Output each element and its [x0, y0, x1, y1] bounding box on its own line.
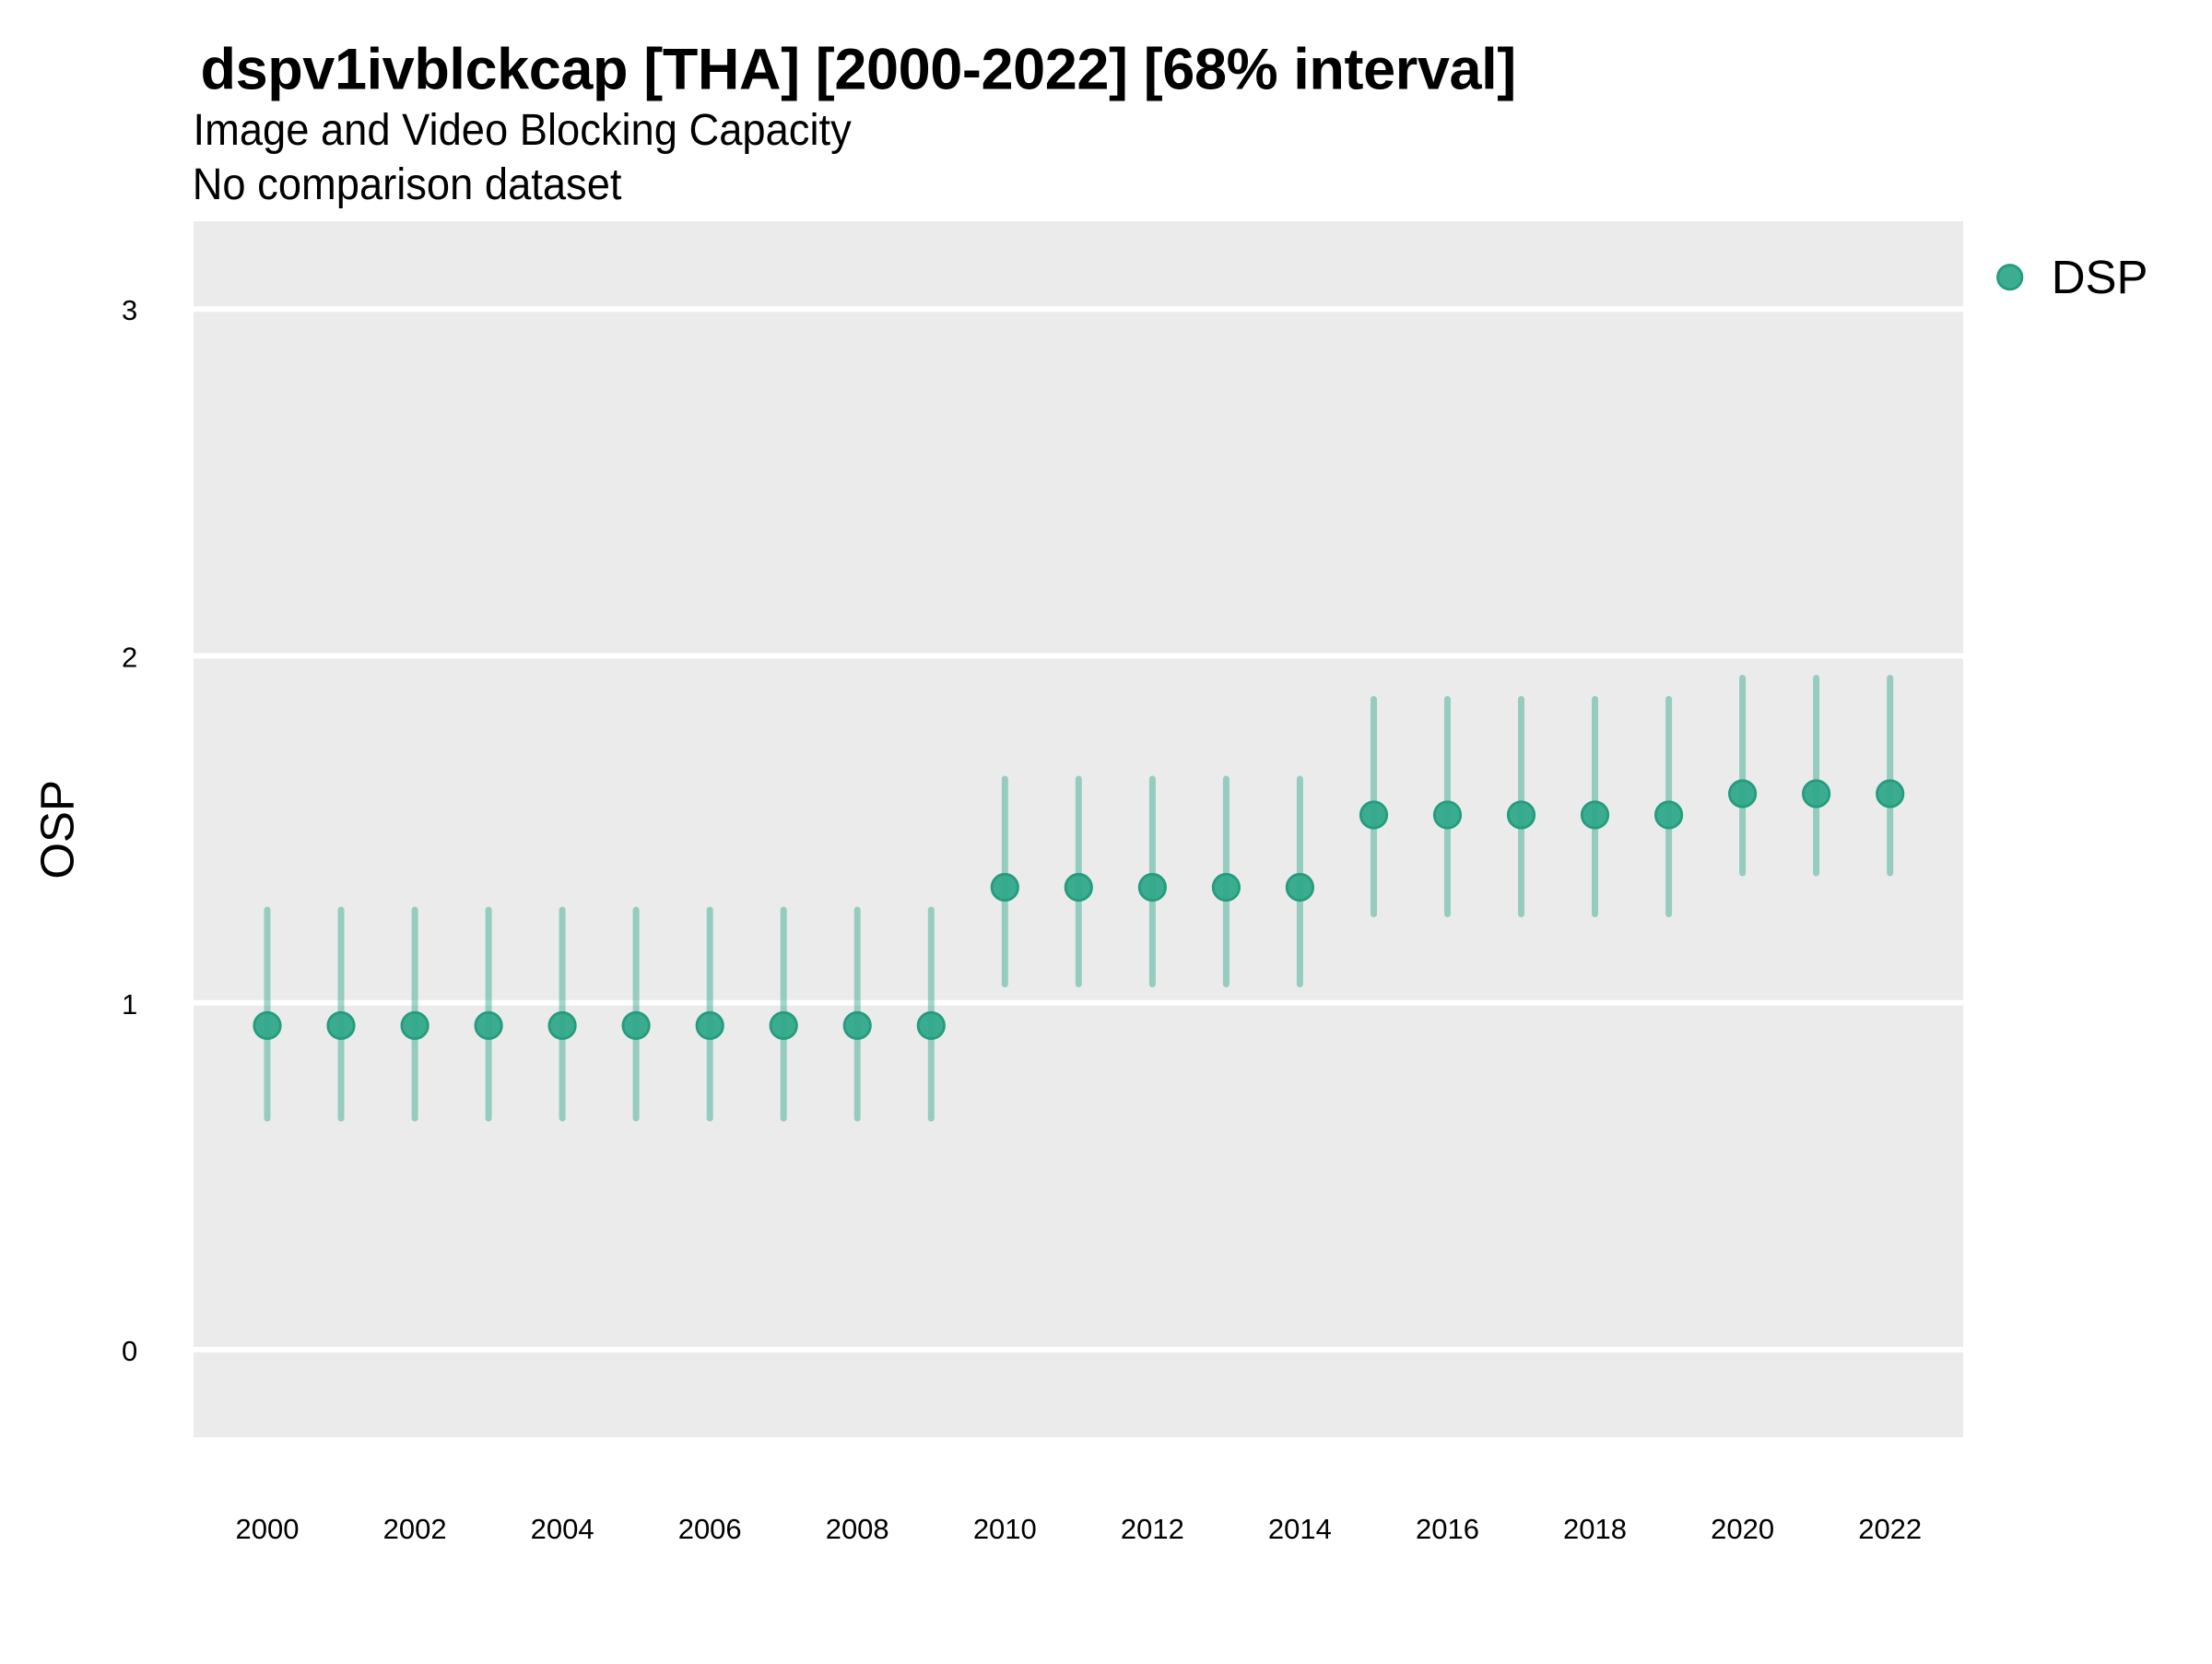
- svg-text:No comparison dataset: No comparison dataset: [193, 159, 622, 208]
- svg-text:Image and Video Blocking Capac: Image and Video Blocking Capacity: [194, 105, 853, 154]
- svg-text:3: 3: [122, 294, 137, 326]
- svg-text:2000: 2000: [236, 1513, 300, 1545]
- svg-text:2014: 2014: [1268, 1513, 1332, 1545]
- svg-text:dspv1ivblckcap [THA] [2000-202: dspv1ivblckcap [THA] [2000-2022] [68% in…: [201, 37, 1516, 101]
- svg-text:DSP: DSP: [2052, 251, 2148, 303]
- svg-text:2004: 2004: [531, 1513, 594, 1545]
- svg-text:2006: 2006: [678, 1513, 742, 1545]
- svg-text:2020: 2020: [1711, 1513, 1774, 1545]
- svg-text:2022: 2022: [1858, 1513, 1922, 1545]
- svg-text:OSP: OSP: [31, 780, 84, 879]
- svg-text:2010: 2010: [973, 1513, 1037, 1545]
- svg-text:2018: 2018: [1563, 1513, 1627, 1545]
- svg-text:2012: 2012: [1121, 1513, 1184, 1545]
- svg-text:2: 2: [122, 642, 137, 674]
- svg-text:2002: 2002: [383, 1513, 447, 1545]
- svg-text:2016: 2016: [1416, 1513, 1479, 1545]
- svg-text:2008: 2008: [826, 1513, 889, 1545]
- svg-text:0: 0: [122, 1335, 137, 1367]
- svg-text:1: 1: [122, 988, 137, 1021]
